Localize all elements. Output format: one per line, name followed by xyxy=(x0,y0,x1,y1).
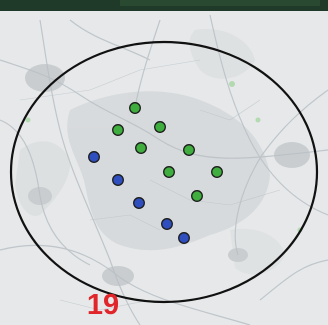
green-site-marker[interactable] xyxy=(183,144,195,156)
green-site-marker[interactable] xyxy=(135,142,147,154)
panel-number-label: 19 xyxy=(86,289,120,321)
aerial-imagery-detail xyxy=(120,0,320,6)
green-site-marker[interactable] xyxy=(112,124,124,136)
blue-site-marker[interactable] xyxy=(161,218,173,230)
minor-roads xyxy=(19,59,281,311)
blue-site-marker[interactable] xyxy=(88,151,100,163)
site-markers xyxy=(88,102,223,244)
blue-site-marker[interactable] xyxy=(133,197,145,209)
green-site-marker[interactable] xyxy=(211,166,223,178)
green-site-marker[interactable] xyxy=(154,121,166,133)
blue-site-marker[interactable] xyxy=(112,174,124,186)
blue-site-marker[interactable] xyxy=(178,232,190,244)
green-site-marker[interactable] xyxy=(129,102,141,114)
green-site-marker[interactable] xyxy=(191,190,203,202)
study-area-circle xyxy=(9,40,319,304)
green-site-marker[interactable] xyxy=(163,166,175,178)
